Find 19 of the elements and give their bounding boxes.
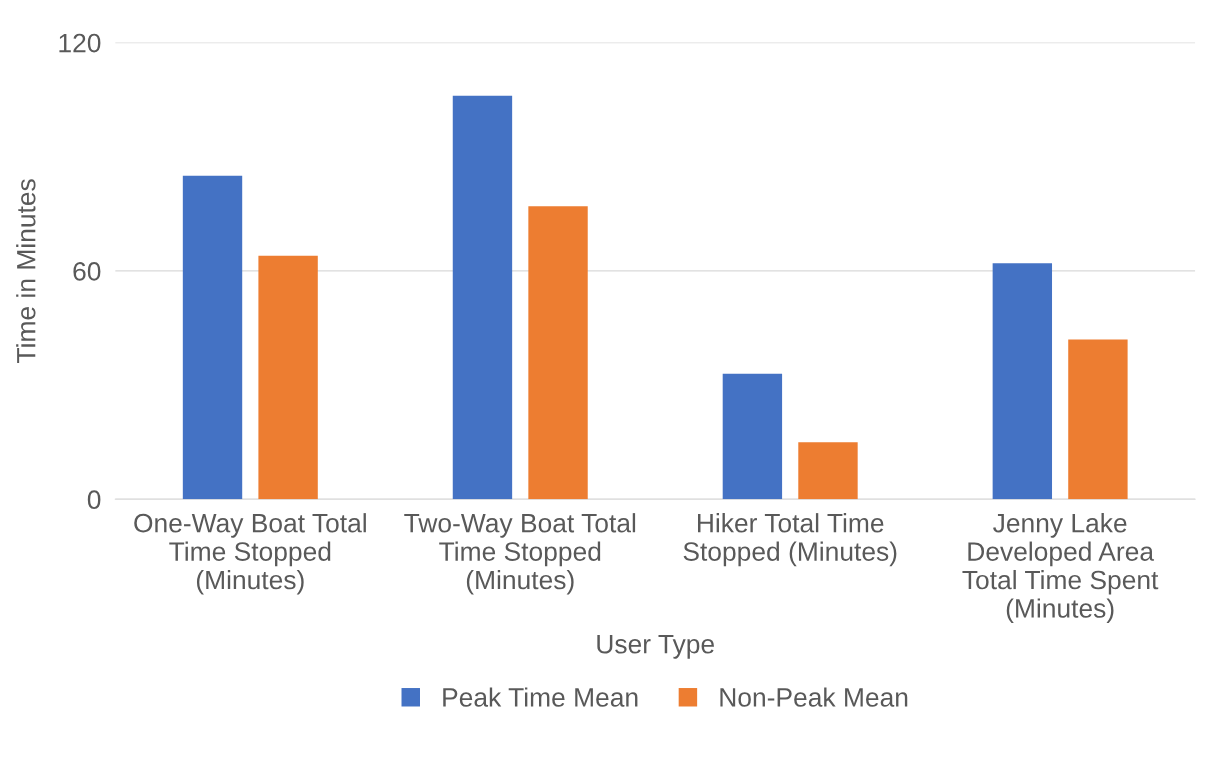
x-axis-title: User Type	[597, 635, 714, 659]
bar	[182, 175, 243, 500]
y-axis-title: Time in Minutes	[16, 179, 36, 363]
y-tick-label: 60	[73, 262, 101, 281]
bar	[258, 255, 318, 500]
bar	[722, 373, 783, 500]
bar	[992, 263, 1053, 500]
y-tick-label: 120	[59, 33, 101, 53]
bar	[798, 442, 858, 500]
legend-label: Non-Peak Mean	[720, 687, 908, 707]
legend-label: Peak Time Mean	[443, 687, 638, 707]
x-tick-label: Two-Way Boat Total Time Stopped (Minutes)	[404, 513, 636, 595]
x-tick-label: One-Way Boat Total Time Stopped (Minutes)	[134, 513, 366, 595]
bar	[1068, 339, 1128, 500]
x-tick-label: Jenny Lake Developed Area Total Time Spent (Minutes)	[962, 513, 1159, 623]
bar	[452, 95, 513, 500]
x-tick-label: Hiker Total Time Stopped (Minutes)	[683, 513, 897, 567]
bar	[528, 206, 588, 500]
y-tick-label: 0	[87, 490, 101, 510]
